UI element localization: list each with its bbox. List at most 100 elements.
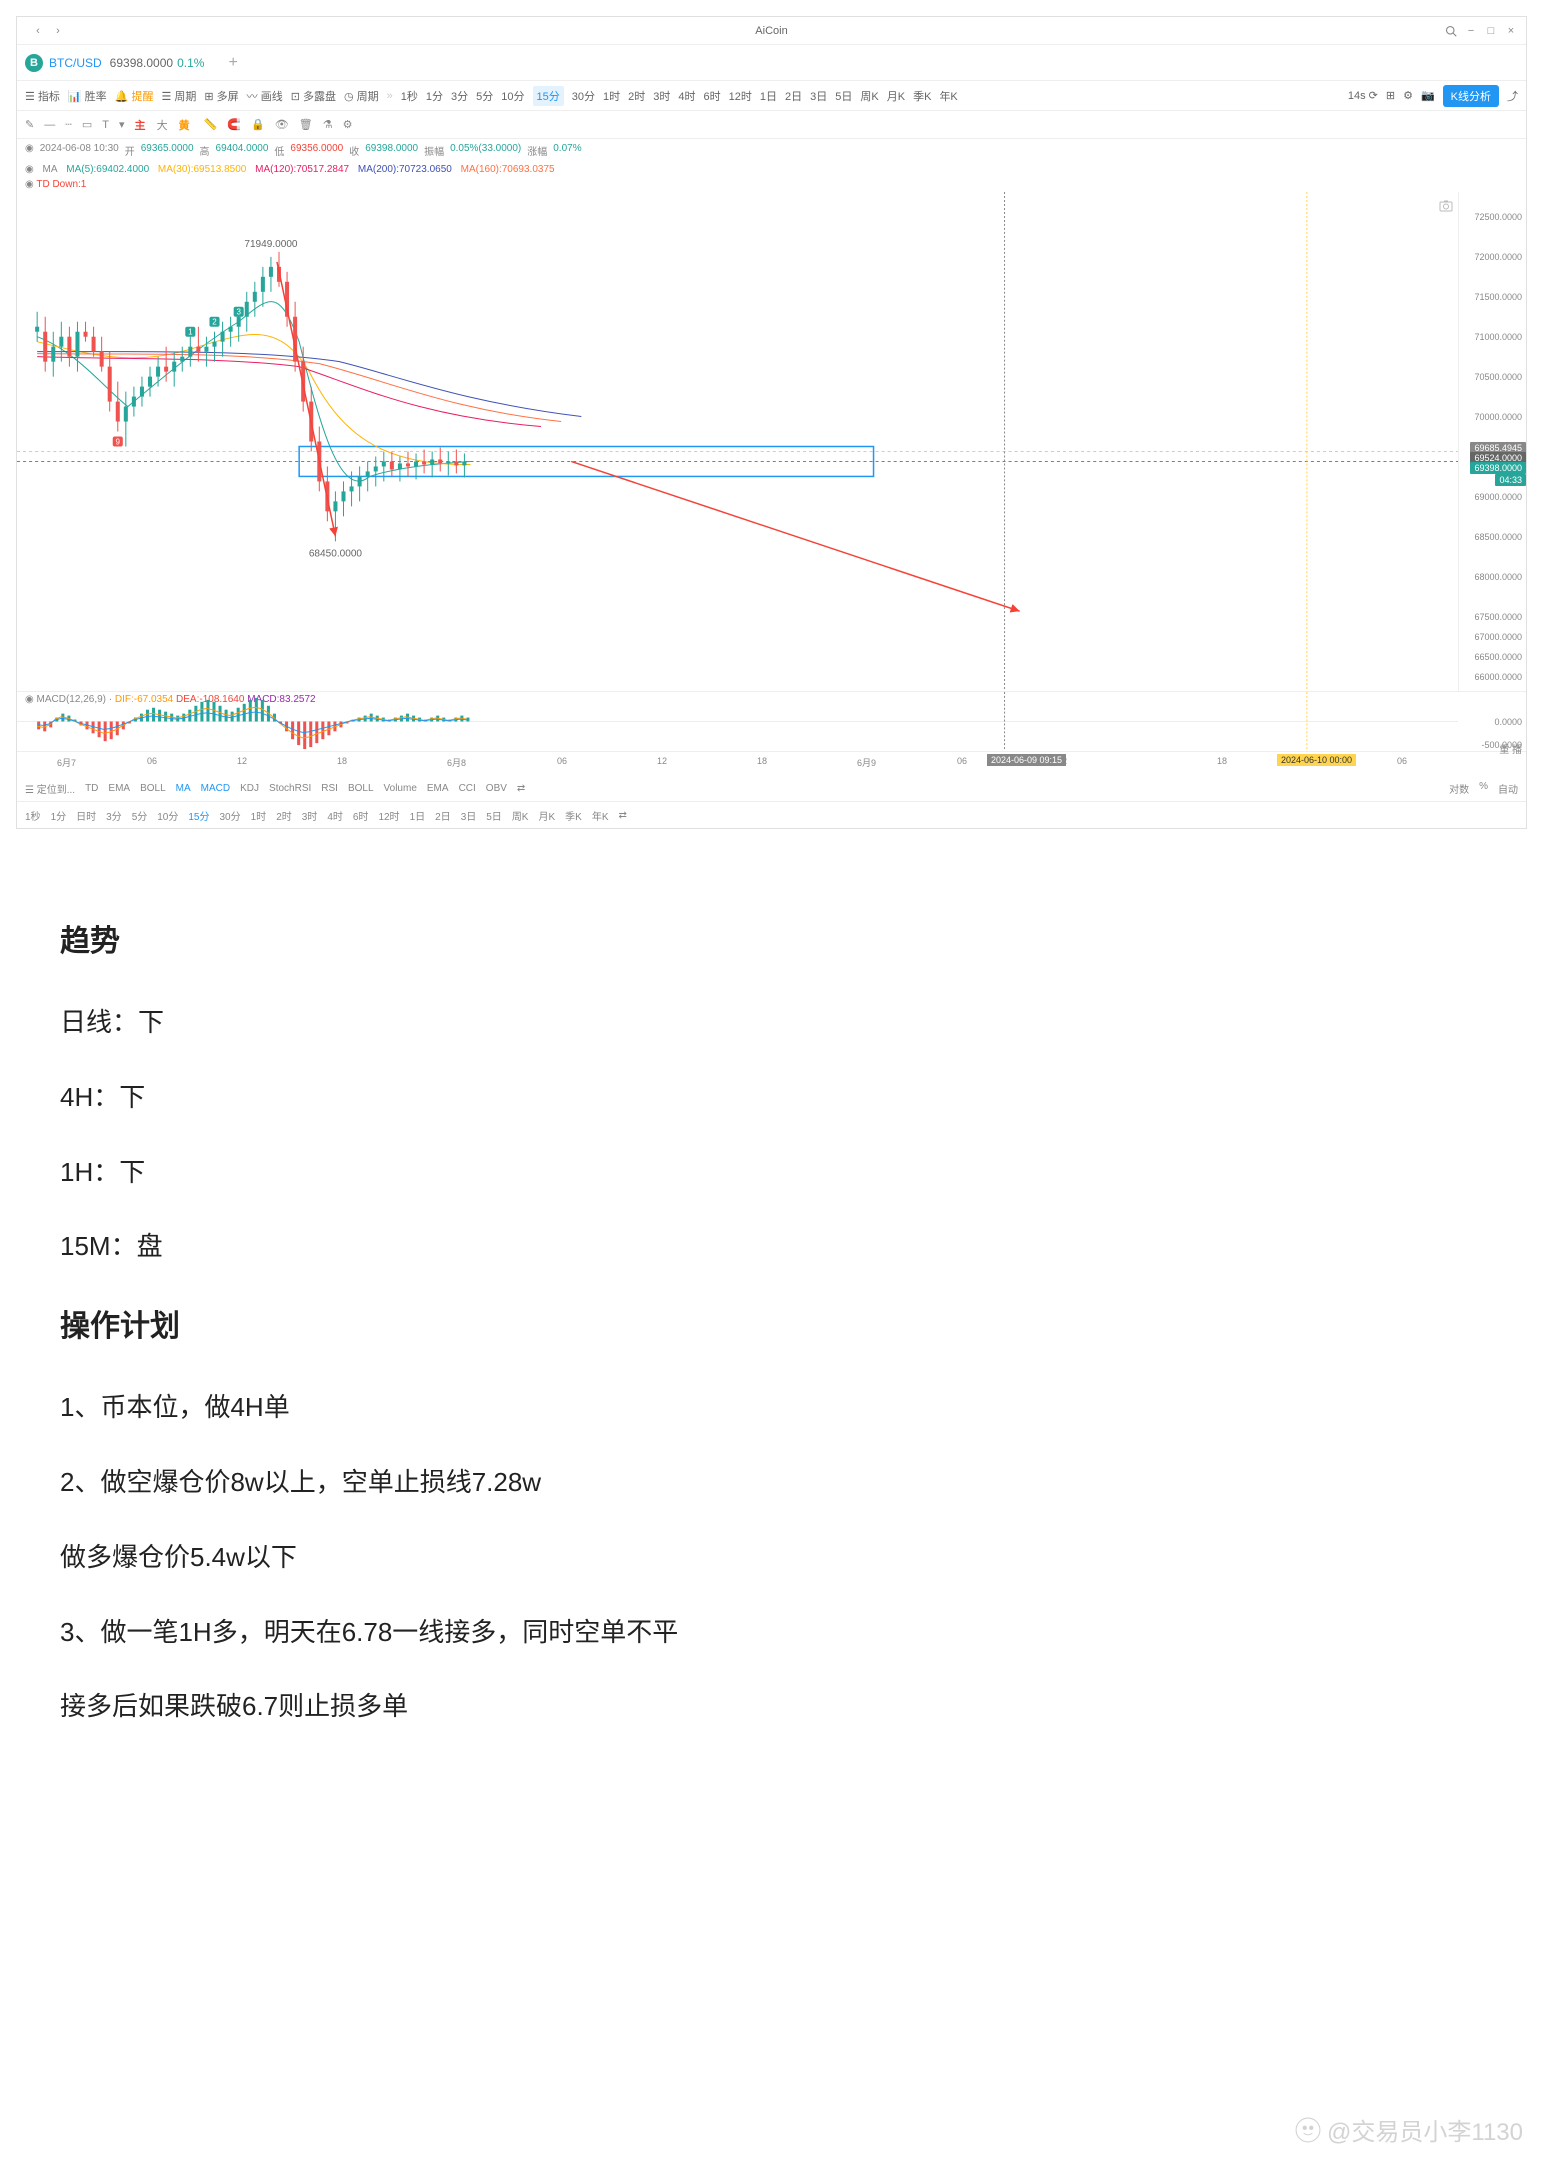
toolbar-周期[interactable]: ◷ 周期 — [344, 88, 379, 104]
ruler-icon[interactable]: 📏 — [204, 118, 218, 131]
tf-bottom-10分[interactable]: 10分 — [157, 808, 178, 823]
draw-dash-icon[interactable]: ┄ — [65, 118, 72, 131]
tf-bottom-年K[interactable]: 年K — [592, 808, 609, 823]
tf-周K[interactable]: 周K — [860, 88, 878, 104]
trash-icon[interactable]: 🗑 — [299, 118, 313, 131]
draw-rect-icon[interactable]: ▭ — [82, 118, 92, 131]
replay-label[interactable]: 重 播 — [1499, 741, 1522, 756]
tf-1日[interactable]: 1日 — [760, 88, 777, 104]
tf-bottom-3分[interactable]: 3分 — [106, 808, 122, 823]
chart-plot[interactable]: 123971949.000068450.0000 72500.000072000… — [17, 192, 1526, 692]
tb-icon-2[interactable]: 📷 — [1421, 89, 1435, 102]
tf-1秒[interactable]: 1秒 — [401, 88, 418, 104]
share-icon[interactable]: ⤴ — [1507, 88, 1518, 104]
tf-bottom-2日[interactable]: 2日 — [435, 808, 451, 823]
indicator-MA[interactable]: MA — [176, 783, 191, 794]
kline-analysis-button[interactable]: K线分析 — [1443, 85, 1499, 107]
tf-bottom-3日[interactable]: 3日 — [461, 808, 477, 823]
magnet-icon[interactable]: 🧲 — [227, 118, 241, 131]
tf-季K[interactable]: 季K — [913, 88, 931, 104]
toolbar-胜率[interactable]: 📊 胜率 — [68, 88, 107, 104]
tf-bottom-3时[interactable]: 3时 — [302, 808, 318, 823]
indicator-MACD[interactable]: MACD — [201, 783, 230, 794]
locate-button[interactable]: ☰ 定位到... — [25, 781, 75, 796]
indicator-KDJ[interactable]: KDJ — [240, 783, 259, 794]
indicator-RSI[interactable]: RSI — [321, 783, 338, 794]
tf-3分[interactable]: 3分 — [451, 88, 468, 104]
toolbar-周期[interactable]: ☰ 周期 — [161, 88, 196, 104]
draw-pencil-icon[interactable]: ✎ — [25, 118, 34, 131]
tf-4时[interactable]: 4时 — [678, 88, 695, 104]
tf-bottom-5分[interactable]: 5分 — [132, 808, 148, 823]
tf-bottom-1日[interactable]: 1日 — [410, 808, 426, 823]
tf-12时[interactable]: 12时 — [729, 88, 752, 104]
indicator-EMA[interactable]: EMA — [427, 783, 449, 794]
tb-icon-1[interactable]: ⚙ — [1403, 89, 1413, 102]
zoom-label[interactable]: 主 大 黄 — [135, 117, 194, 133]
tf-10分[interactable]: 10分 — [501, 88, 524, 104]
maximize-icon[interactable]: □ — [1484, 24, 1498, 38]
toolbar-提醒[interactable]: 🔔 提醒 — [115, 88, 154, 104]
draw-line-icon[interactable]: ― — [44, 119, 55, 131]
back-icon[interactable]: ‹ — [31, 24, 45, 38]
settings-icon[interactable]: ⚙ — [343, 118, 353, 131]
add-tab-button[interactable]: + — [228, 54, 237, 72]
tf-2日[interactable]: 2日 — [785, 88, 802, 104]
tf-bottom-15分[interactable]: 15分 — [188, 808, 209, 823]
tf-3时[interactable]: 3时 — [653, 88, 670, 104]
indicator-StochRSI[interactable]: StochRSI — [269, 783, 311, 794]
tf-bottom-1分[interactable]: 1分 — [51, 808, 67, 823]
indicator-more-icon[interactable]: ⇄ — [517, 783, 525, 794]
tf-bottom-5日[interactable]: 5日 — [486, 808, 502, 823]
draw-more-icon[interactable]: ▾ — [119, 118, 125, 131]
tf-月K[interactable]: 月K — [887, 88, 905, 104]
axis-mode-自动[interactable]: 自动 — [1498, 781, 1518, 796]
tf-more-icon[interactable]: ⇄ — [619, 810, 627, 821]
toolbar-画线[interactable]: 〰 画线 — [247, 88, 283, 104]
tf-bottom-季K[interactable]: 季K — [565, 808, 582, 823]
draw-text-icon[interactable]: T — [102, 119, 109, 131]
tf-bottom-6时[interactable]: 6时 — [353, 808, 369, 823]
tf-bottom-月K[interactable]: 月K — [538, 808, 555, 823]
lock-icon[interactable]: 🔒 — [251, 118, 265, 131]
symbol-name[interactable]: BTC/USD — [49, 56, 102, 70]
tf-5分[interactable]: 5分 — [476, 88, 493, 104]
indicator-CCI[interactable]: CCI — [459, 783, 476, 794]
tf-bottom-4时[interactable]: 4时 — [327, 808, 343, 823]
tf-bottom-30分[interactable]: 30分 — [220, 808, 241, 823]
tf-bottom-2时[interactable]: 2时 — [276, 808, 292, 823]
eye-toggle-icon[interactable]: ◉ — [25, 143, 34, 158]
toolbar-多露盘[interactable]: ⊡ 多露盘 — [291, 88, 336, 104]
indicator-OBV[interactable]: OBV — [486, 783, 507, 794]
tf-年K[interactable]: 年K — [939, 88, 957, 104]
eye-icon[interactable]: 👁 — [275, 118, 289, 131]
minimize-icon[interactable]: − — [1464, 24, 1478, 38]
eye-toggle-icon[interactable]: ◉ — [25, 179, 34, 190]
axis-mode-对数[interactable]: 对数 — [1449, 781, 1469, 796]
tb-icon-0[interactable]: ⊞ — [1386, 89, 1395, 102]
indicator-BOLL[interactable]: BOLL — [140, 783, 166, 794]
tf-3日[interactable]: 3日 — [810, 88, 827, 104]
indicator-BOLL[interactable]: BOLL — [348, 783, 374, 794]
indicator-TD[interactable]: TD — [85, 783, 98, 794]
tf-bottom-12时[interactable]: 12时 — [378, 808, 399, 823]
forward-icon[interactable]: › — [51, 24, 65, 38]
tf-2时[interactable]: 2时 — [628, 88, 645, 104]
toolbar-多屏[interactable]: ⊞ 多屏 — [204, 88, 238, 104]
toolbar-指标[interactable]: ☰ 指标 — [25, 88, 60, 104]
search-icon[interactable] — [1444, 24, 1458, 38]
tf-bottom-周K[interactable]: 周K — [512, 808, 529, 823]
indicator-EMA[interactable]: EMA — [108, 783, 130, 794]
close-icon[interactable]: × — [1504, 24, 1518, 38]
tf-1时[interactable]: 1时 — [603, 88, 620, 104]
tf-5日[interactable]: 5日 — [835, 88, 852, 104]
tf-bottom-1时[interactable]: 1时 — [251, 808, 267, 823]
tf-15分[interactable]: 15分 — [533, 86, 564, 106]
axis-mode-%[interactable]: % — [1479, 781, 1488, 796]
tf-30分[interactable]: 30分 — [572, 88, 595, 104]
macd-panel[interactable]: ◉ MACD(12,26,9) · DIF:-67.0354 DEA:-108.… — [17, 692, 1526, 752]
indicator-Volume[interactable]: Volume — [384, 783, 417, 794]
tf-6时[interactable]: 6时 — [704, 88, 721, 104]
tf-bottom-1秒[interactable]: 1秒 — [25, 808, 41, 823]
eye-toggle-icon[interactable]: ◉ — [25, 164, 34, 175]
